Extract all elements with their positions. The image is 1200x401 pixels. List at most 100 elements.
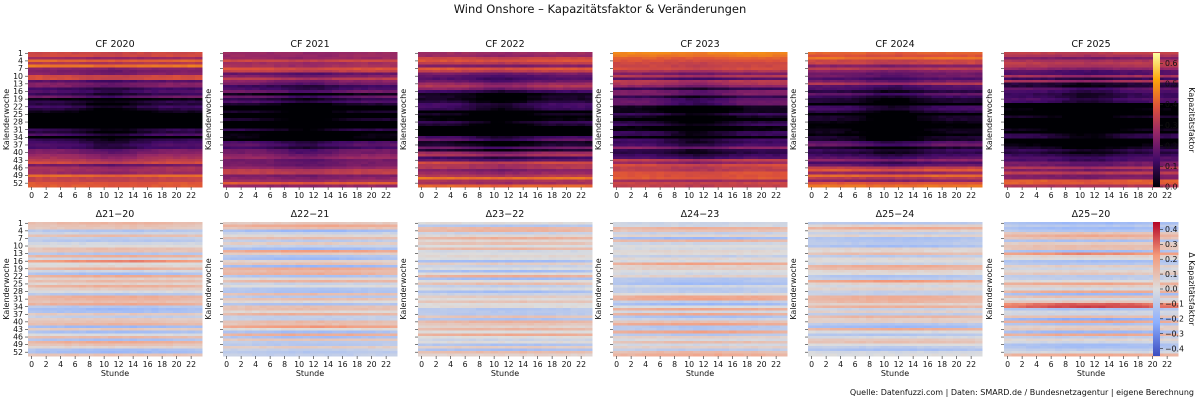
heatmap-cell	[346, 57, 354, 60]
heatmap-cell	[743, 97, 752, 101]
heatmap-cell	[339, 151, 347, 155]
heatmap-cell	[490, 130, 499, 134]
heatmap-cell	[71, 141, 80, 144]
heatmap-cell	[158, 74, 167, 78]
heatmap-cell	[389, 136, 398, 139]
heatmap-cell	[302, 130, 311, 134]
heatmap-cell	[64, 146, 72, 150]
heatmap-cell	[432, 138, 441, 142]
heatmap-cell	[425, 146, 433, 150]
heatmap-cell	[107, 57, 116, 60]
heatmap-cell	[382, 153, 391, 157]
heatmap-cell	[526, 105, 535, 109]
heatmap-cell	[439, 82, 448, 86]
heatmap-cell	[368, 108, 376, 111]
heatmap-cell	[86, 100, 94, 104]
heatmap-cell	[57, 100, 65, 104]
heatmap-cell	[288, 100, 296, 104]
heatmap-cell	[714, 110, 723, 114]
heatmap-cell	[93, 77, 101, 81]
heatmap-cell	[28, 57, 36, 60]
heatmap-cell	[692, 54, 701, 58]
heatmap-cell	[627, 148, 636, 152]
heatmap-cell	[173, 108, 181, 111]
heatmap-cell	[194, 105, 203, 109]
heatmap-cell	[772, 123, 781, 127]
heatmap-cell	[144, 174, 152, 178]
heatmap-cell	[346, 82, 354, 86]
heatmap-cell	[360, 169, 369, 173]
heatmap-cell	[266, 164, 275, 167]
heatmap-cell	[758, 143, 766, 147]
heatmap-cell	[194, 100, 203, 104]
heatmap-cell	[78, 87, 87, 91]
heatmap-cell	[425, 85, 433, 88]
heatmap-cell	[772, 108, 781, 111]
heatmap-cell	[584, 95, 593, 99]
x-tick-label: 14	[518, 191, 528, 200]
heatmap-cell	[663, 130, 672, 134]
heatmap-cell	[439, 90, 448, 94]
heatmap-cell	[100, 148, 109, 152]
heatmap-cell	[49, 148, 58, 152]
heatmap-cell	[353, 54, 362, 58]
heatmap-cell	[563, 158, 571, 162]
heatmap-cell	[779, 151, 788, 155]
heatmap-cell	[78, 176, 87, 180]
heatmap-cell	[122, 115, 130, 119]
heatmap-cell	[324, 100, 333, 104]
heatmap-cell	[512, 118, 520, 122]
heatmap-cell	[555, 184, 564, 188]
heatmap-cell	[78, 80, 87, 83]
heatmap-cell	[649, 74, 657, 78]
heatmap-cell	[281, 179, 289, 183]
heatmap-cell	[78, 110, 87, 114]
heatmap-cell	[173, 151, 181, 155]
heatmap-cell	[165, 161, 174, 165]
heatmap-cell	[194, 62, 203, 66]
heatmap-cell	[259, 181, 267, 185]
heatmap-cell	[512, 123, 520, 127]
heatmap-cell	[678, 100, 686, 104]
heatmap-cell	[107, 85, 116, 88]
heatmap-cell	[779, 128, 788, 132]
heatmap-cell	[526, 92, 535, 96]
heatmap-cell	[180, 138, 188, 142]
heatmap-cell	[700, 59, 708, 63]
heatmap-cell	[563, 77, 571, 81]
heatmap-cell	[642, 120, 650, 124]
heatmap-cell	[144, 143, 152, 147]
heatmap-cell	[360, 74, 369, 78]
heatmap-cell	[671, 52, 679, 55]
heatmap-cell	[425, 95, 433, 99]
heatmap-cell	[750, 54, 759, 58]
heatmap-cell	[324, 123, 333, 127]
heatmap-cell	[548, 72, 557, 76]
heatmap-cell	[368, 64, 376, 68]
heatmap-cell	[194, 97, 203, 101]
heatmap-cell	[122, 158, 130, 162]
heatmap-cell	[353, 130, 362, 134]
heatmap-cell	[758, 69, 766, 73]
heatmap-cell	[360, 123, 369, 127]
heatmap-cell	[165, 118, 174, 122]
heatmap-cell	[563, 95, 571, 99]
heatmap-cell	[483, 181, 491, 185]
heatmap-cell	[765, 69, 773, 73]
heatmap-cell	[281, 166, 289, 170]
heatmap-cell	[765, 57, 773, 60]
heatmap-cell	[237, 169, 246, 173]
heatmap-cell	[772, 62, 781, 66]
heatmap-cell	[165, 62, 174, 66]
heatmap-cell	[476, 153, 484, 157]
heatmap-cell	[461, 179, 470, 183]
heatmap-cell	[302, 59, 311, 63]
heatmap-cell	[144, 59, 152, 63]
heatmap-cell	[439, 161, 448, 165]
heatmap-cell	[454, 133, 462, 137]
heatmap-cell	[685, 74, 694, 78]
heatmap-cell	[78, 125, 87, 129]
heatmap-cell	[700, 100, 708, 104]
heatmap-cell	[389, 90, 398, 94]
